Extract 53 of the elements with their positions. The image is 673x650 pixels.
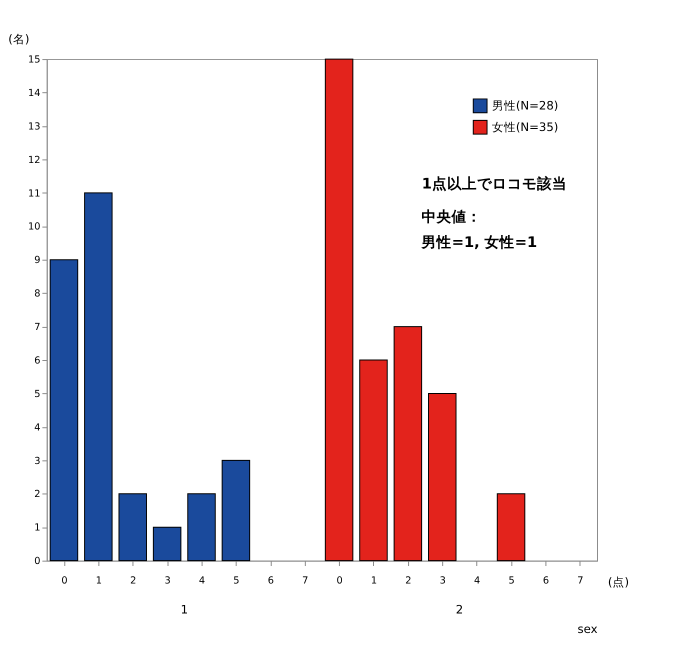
y-tick-label: 10: [28, 222, 40, 233]
x-tick-label: 7: [577, 576, 584, 587]
bar: [152, 526, 182, 562]
y-tick-label: 12: [28, 154, 40, 166]
x-tick-label: 5: [508, 576, 515, 587]
x-tick-label: 6: [268, 576, 274, 587]
y-tick-label: 0: [34, 556, 40, 568]
bar: [187, 493, 216, 562]
annotation: 1点以上でロコモ該当: [422, 174, 567, 193]
y-tick-label: 7: [34, 322, 40, 334]
legend-label: 女性(N=35): [492, 120, 558, 134]
y-tick-label: 4: [34, 422, 40, 434]
text: 1: [180, 602, 188, 616]
y-tick-label: 13: [28, 121, 40, 132]
x-tick-label: 2: [405, 576, 412, 587]
x-tick-label: 1: [370, 576, 378, 587]
legend-label: 男性(N=28): [492, 98, 558, 113]
x-tick-label: 5: [233, 576, 240, 587]
bar: [324, 58, 354, 562]
bar: [222, 460, 250, 562]
y-tick-label: 11: [28, 188, 40, 200]
y-axis-title: (名): [8, 32, 30, 46]
bar: [118, 493, 147, 562]
x-axis-title: sex: [578, 622, 598, 636]
x-tick-label: 2: [130, 576, 136, 587]
x-tick-label: 1: [96, 576, 102, 587]
x-tick-label: 4: [474, 576, 480, 587]
x-tick-label: 6: [542, 576, 550, 587]
y-tick-label: 14: [28, 88, 40, 99]
x-tick-label: 3: [164, 576, 171, 587]
x-tick-label: 4: [198, 576, 206, 587]
bar: [84, 192, 113, 562]
y-tick-label: 6: [34, 355, 40, 366]
x-tick-label: 3: [440, 576, 446, 587]
bar: [428, 392, 457, 562]
annotation: 男性=1, 女性=1: [420, 234, 538, 252]
y-tick-label: 5: [34, 388, 40, 400]
x-tick-label: 0: [61, 576, 68, 587]
y-tick-label: 2: [34, 489, 40, 500]
x-tick-label: 7: [302, 576, 308, 587]
text: 2: [456, 602, 464, 616]
bar: [359, 360, 388, 562]
y-tick-label: 9: [34, 255, 40, 266]
bar: [394, 326, 422, 562]
y-tick-label: 15: [28, 54, 40, 66]
y-tick-label: 3: [34, 456, 40, 467]
bar: [496, 493, 526, 562]
bar: [50, 259, 78, 562]
text: (点): [608, 574, 630, 589]
annotation: 中央値：: [422, 208, 482, 226]
y-tick-label: 1: [34, 522, 40, 534]
x-tick-label: 0: [336, 576, 343, 587]
y-tick-label: 8: [34, 288, 40, 300]
